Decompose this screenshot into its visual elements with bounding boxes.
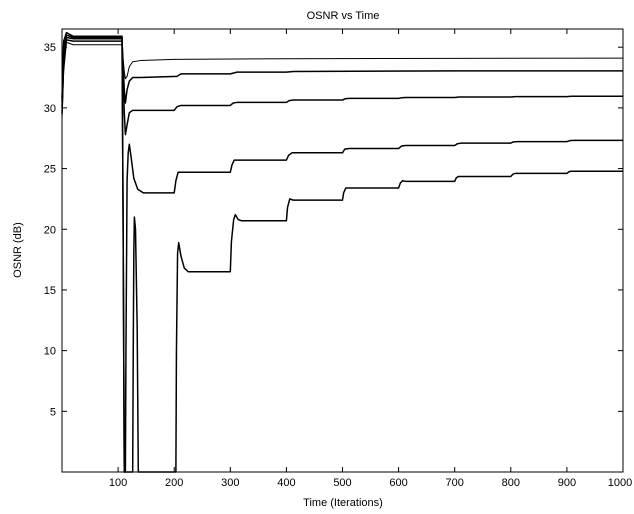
y-tick-label: 15 [44,285,56,297]
x-tick-label: 500 [333,477,351,489]
y-tick-label: 25 [44,164,56,176]
chart-title: OSNR vs Time [307,10,380,22]
x-tick-label: 100 [109,477,127,489]
y-axis-label: OSNR (dB) [12,222,24,278]
x-tick-label: 700 [446,477,464,489]
x-tick-label: 800 [502,477,520,489]
y-tick-label: 30 [44,103,56,115]
y-tick-label: 20 [44,224,56,236]
x-tick-label: 300 [221,477,239,489]
series-line-5 [61,31,623,473]
series-layer [61,31,624,473]
y-tick-label: 10 [44,346,56,358]
x-tick-label: 900 [558,477,576,489]
x-tick-label: 1000 [608,477,632,489]
series-line-1 [61,41,624,121]
x-tick-label: 600 [389,477,407,489]
x-tick-label: 200 [165,477,183,489]
x-axis-label: Time (Iterations) [303,497,383,509]
y-tick-label: 5 [50,406,56,418]
x-axis: 100 200 300 400 500 600 700 800 900 1000 [109,29,632,489]
series-line-2 [61,39,623,114]
plot-frame [61,28,624,473]
y-tick-label: 35 [44,42,56,54]
series-line-3 [61,36,623,136]
y-axis: 5 10 15 20 25 30 35 [44,42,623,418]
x-tick-label: 400 [277,477,295,489]
